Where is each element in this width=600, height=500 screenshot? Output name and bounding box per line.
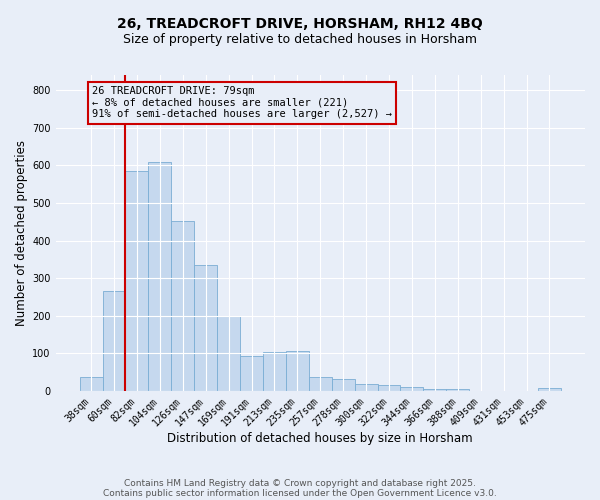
Text: 26 TREADCROFT DRIVE: 79sqm
← 8% of detached houses are smaller (221)
91% of semi: 26 TREADCROFT DRIVE: 79sqm ← 8% of detac… [92, 86, 392, 120]
Bar [332, 379, 355, 391]
Bar [263, 352, 286, 391]
Bar [309, 376, 332, 391]
Bar [240, 356, 263, 391]
Bar [171, 220, 194, 391]
Text: 26, TREADCROFT DRIVE, HORSHAM, RH12 4BQ: 26, TREADCROFT DRIVE, HORSHAM, RH12 4BQ [117, 18, 483, 32]
Text: Contains public sector information licensed under the Open Government Licence v3: Contains public sector information licen… [103, 488, 497, 498]
Text: Size of property relative to detached houses in Horsham: Size of property relative to detached ho… [123, 32, 477, 46]
Bar [80, 376, 103, 391]
X-axis label: Distribution of detached houses by size in Horsham: Distribution of detached houses by size … [167, 432, 473, 445]
Bar [286, 352, 309, 391]
Bar [103, 290, 125, 391]
Bar [538, 388, 561, 391]
Bar [194, 265, 217, 391]
Bar [125, 171, 148, 391]
Bar [355, 384, 377, 391]
Bar [400, 387, 424, 391]
Text: Contains HM Land Registry data © Crown copyright and database right 2025.: Contains HM Land Registry data © Crown c… [124, 478, 476, 488]
Y-axis label: Number of detached properties: Number of detached properties [15, 140, 28, 326]
Bar [148, 162, 171, 391]
Bar [424, 389, 446, 391]
Bar [217, 316, 240, 391]
Bar [446, 390, 469, 391]
Bar [377, 384, 400, 391]
